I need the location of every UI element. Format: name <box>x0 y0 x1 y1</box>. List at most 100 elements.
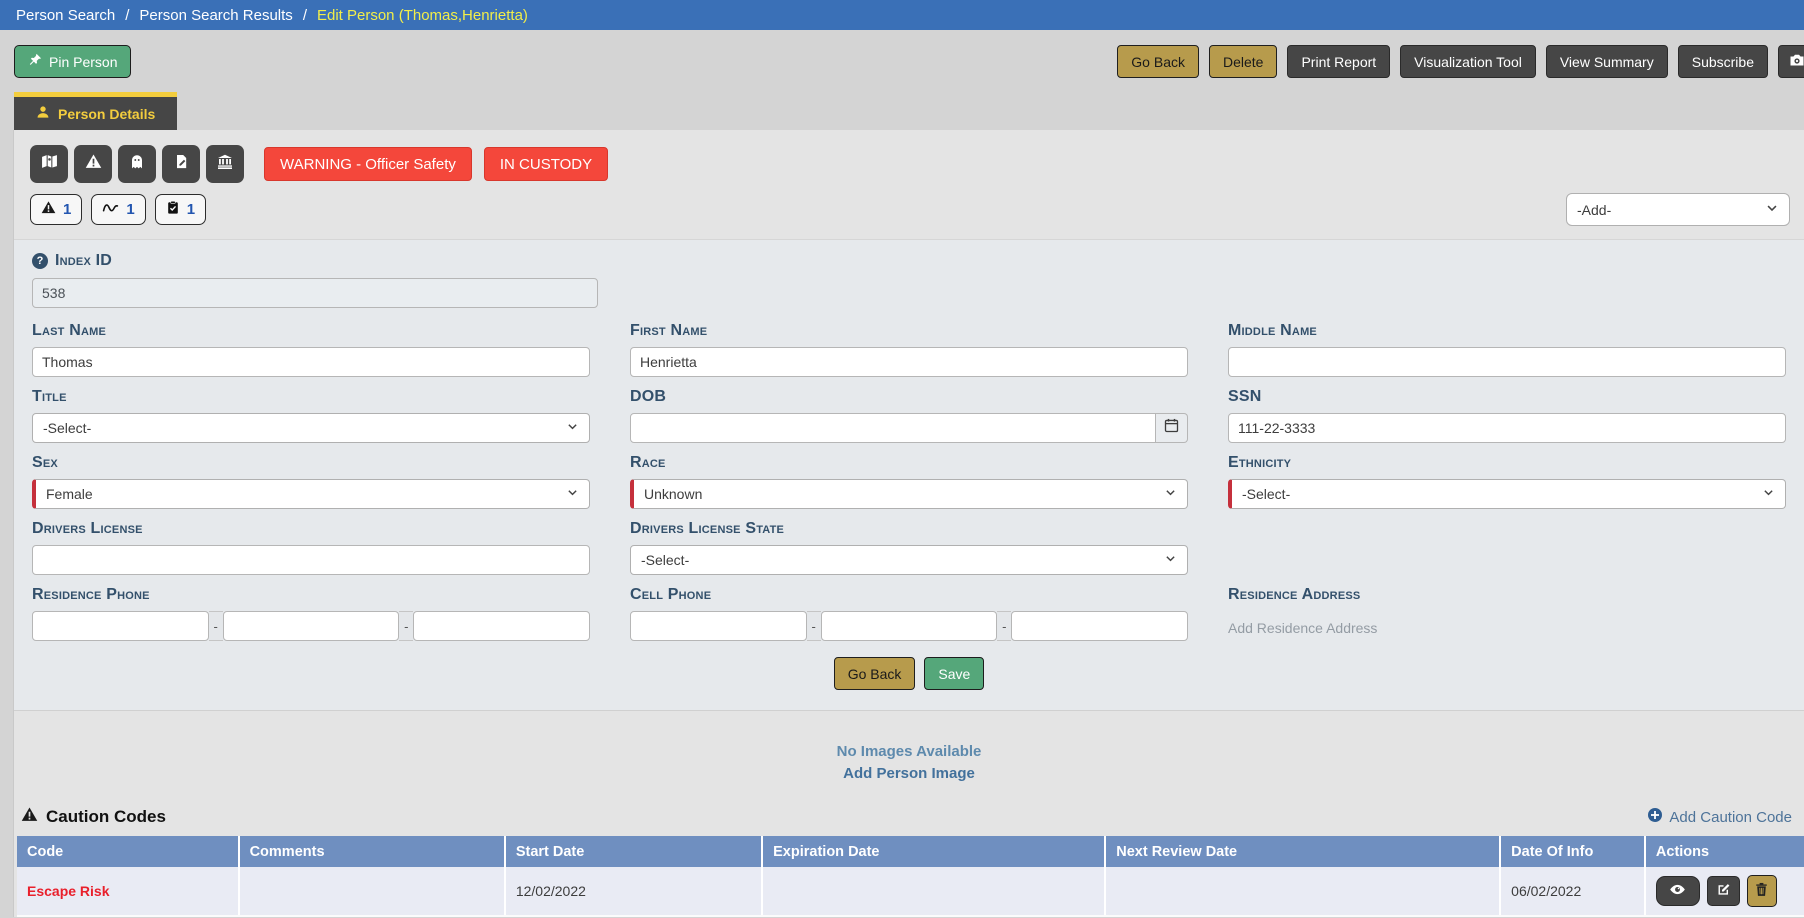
middle-name-input[interactable] <box>1228 347 1786 377</box>
visualization-tool-label: Visualization Tool <box>1414 53 1522 70</box>
caution-expiration-date-value <box>762 867 1107 917</box>
delete-button[interactable]: Delete <box>1209 45 1278 78</box>
delete-caution-button[interactable] <box>1746 875 1777 907</box>
activity-count-badge[interactable]: 1 <box>91 194 146 225</box>
subscribe-label: Subscribe <box>1691 53 1754 70</box>
index-id-section: ? Index ID <box>32 252 1786 270</box>
residence-phone-area-input[interactable] <box>32 611 209 641</box>
drivers-license-label: Drivers License <box>32 520 143 537</box>
sex-select[interactable]: Female <box>32 479 590 509</box>
form-actions: Go Back Save <box>32 657 1786 690</box>
last-name-label: Last Name <box>32 322 107 339</box>
first-name-label: First Name <box>630 322 708 339</box>
file-edit-icon <box>174 154 189 174</box>
drivers-license-state-select[interactable]: -Select- <box>630 545 1188 575</box>
column-header-comments[interactable]: Comments <box>238 836 506 867</box>
pin-person-label: Pin Person <box>49 53 118 70</box>
go-back-button[interactable]: Go Back <box>1117 45 1199 78</box>
add-caution-code-link[interactable]: Add Caution Code <box>1647 807 1792 827</box>
residence-phone-label: Residence Phone <box>32 586 150 603</box>
sex-field: Sex Female <box>32 454 590 509</box>
notes-button[interactable] <box>162 145 200 183</box>
activity-count: 1 <box>126 201 135 218</box>
column-header-code[interactable]: Code <box>17 836 240 867</box>
officer-safety-warning-label: WARNING - Officer Safety <box>280 155 456 173</box>
caution-codes-title: Caution Codes <box>21 806 166 828</box>
add-person-image-link[interactable]: Add Person Image <box>843 765 975 782</box>
column-header-date-of-info[interactable]: Date Of Info <box>1500 836 1646 867</box>
dob-input[interactable] <box>630 413 1156 443</box>
chevron-down-icon <box>1164 552 1177 568</box>
breadcrumb: Person Search / Person Search Results / … <box>0 0 1804 30</box>
caution-count-badge[interactable]: 1 <box>30 194 83 225</box>
person-icon <box>36 105 50 122</box>
task-count-badge[interactable]: 1 <box>154 194 207 225</box>
middle-name-label: Middle Name <box>1228 322 1317 339</box>
breadcrumb-person-search[interactable]: Person Search <box>16 6 116 24</box>
officer-safety-warning-badge: WARNING - Officer Safety <box>264 147 472 181</box>
race-select[interactable]: Unknown <box>630 479 1188 509</box>
tab-strip: Person Details <box>0 92 1804 130</box>
residence-address-field: Residence Address Add Residence Address <box>1228 586 1786 641</box>
cell-phone-area-input[interactable] <box>630 611 807 641</box>
form-grid: Last Name First Name Middle Name Title -… <box>32 322 1786 641</box>
ethnicity-select[interactable]: -Select- <box>1228 479 1786 509</box>
visualization-tool-button[interactable]: Visualization Tool <box>1400 45 1536 78</box>
cell-phone-prefix-input[interactable] <box>820 611 998 641</box>
edit-caution-button[interactable] <box>1706 876 1740 906</box>
view-summary-label: View Summary <box>1559 53 1654 70</box>
title-select[interactable]: -Select- <box>32 413 590 443</box>
breadcrumb-person-search-results[interactable]: Person Search Results <box>139 6 293 24</box>
dob-label: DOB <box>630 388 667 405</box>
breadcrumb-separator: / <box>302 6 307 24</box>
warnings-button[interactable] <box>74 145 112 183</box>
breadcrumb-separator: / <box>125 6 130 24</box>
form-go-back-button[interactable]: Go Back <box>833 657 916 690</box>
ssn-input[interactable] <box>1228 413 1786 443</box>
sex-select-value: Female <box>46 486 93 502</box>
index-id-label: Index ID <box>55 252 113 269</box>
save-button[interactable]: Save <box>924 657 985 690</box>
tab-person-details[interactable]: Person Details <box>14 92 178 130</box>
pin-person-button[interactable]: Pin Person <box>14 45 132 78</box>
map-button[interactable] <box>30 145 68 183</box>
calendar-button[interactable] <box>1155 413 1188 443</box>
print-report-button[interactable]: Print Report <box>1287 45 1391 78</box>
chevron-down-icon <box>566 486 579 502</box>
signature-wave-icon <box>102 199 119 220</box>
court-button[interactable] <box>206 145 244 183</box>
add-caution-code-label: Add Caution Code <box>1669 808 1792 826</box>
column-header-next-review-date[interactable]: Next Review Date <box>1105 836 1502 867</box>
empty-cell <box>1228 520 1786 575</box>
form-go-back-label: Go Back <box>847 665 902 682</box>
middle-name-field: Middle Name <box>1228 322 1786 377</box>
add-record-dropdown[interactable]: -Add- <box>1566 193 1790 226</box>
gang-affiliation-button[interactable] <box>118 145 156 183</box>
person-details-panel: WARNING - Officer Safety IN CUSTODY 1 1 <box>13 130 1804 917</box>
residence-phone-field: Residence Phone - - <box>32 586 591 641</box>
cell-phone-line-input[interactable] <box>1011 611 1189 641</box>
ethnicity-label: Ethnicity <box>1228 454 1292 471</box>
drivers-license-state-field: Drivers License State -Select- <box>630 520 1188 575</box>
drivers-license-field: Drivers License <box>32 520 590 575</box>
subscribe-button[interactable]: Subscribe <box>1677 45 1768 78</box>
chevron-down-icon <box>1765 201 1779 218</box>
phone-separator: - <box>399 611 414 641</box>
title-select-value: -Select- <box>43 420 92 436</box>
add-residence-address-link[interactable]: Add Residence Address <box>1228 620 1378 636</box>
help-icon[interactable]: ? <box>32 253 48 269</box>
column-header-actions: Actions <box>1644 836 1804 867</box>
view-summary-button[interactable]: View Summary <box>1545 45 1668 78</box>
view-caution-button[interactable] <box>1655 876 1700 906</box>
first-name-input[interactable] <box>630 347 1188 377</box>
camera-button[interactable] <box>1778 45 1804 78</box>
drivers-license-input[interactable] <box>32 545 590 575</box>
residence-phone-prefix-input[interactable] <box>222 611 400 641</box>
ethnicity-field: Ethnicity -Select- <box>1228 454 1786 509</box>
sex-label: Sex <box>32 454 58 471</box>
column-header-start-date[interactable]: Start Date <box>504 836 764 867</box>
residence-phone-line-input[interactable] <box>413 611 591 641</box>
column-header-expiration-date[interactable]: Expiration Date <box>762 836 1107 867</box>
last-name-input[interactable] <box>32 347 590 377</box>
caution-start-date-value: 12/02/2022 <box>504 867 764 917</box>
